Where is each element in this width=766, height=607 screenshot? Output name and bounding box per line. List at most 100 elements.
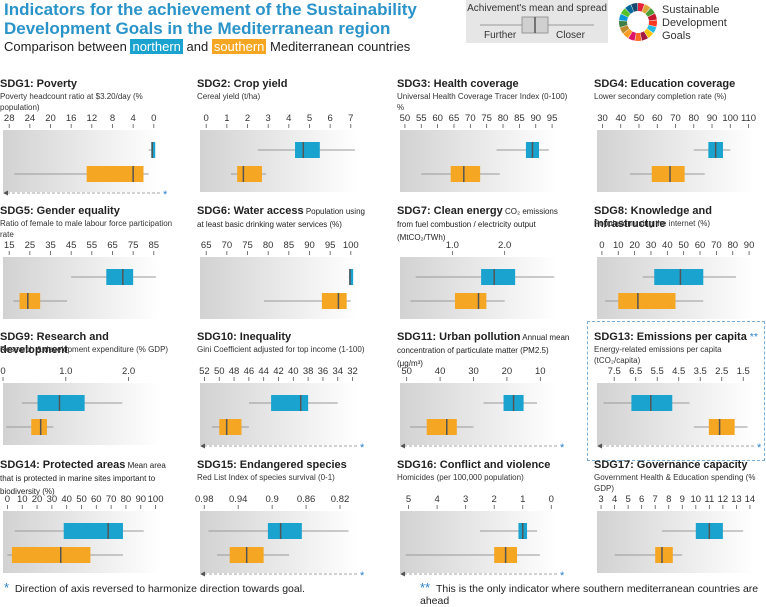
footnote-1-text: Direction of axis reversed to harmonize … [14,583,305,595]
sdg4-panel: SDG4: Education coverage Lower secondary … [594,78,766,209]
sdg3-subtitle: Universal Health Coverage Tracer Index (… [397,92,568,112]
sdg17-tick-label: 4 [612,494,617,505]
sdg1-tick-label: 24 [25,113,36,124]
sdg6-tick-label: 80 [263,240,274,251]
sdg7-northern-box [481,269,516,285]
sdg6-chart: 65 70 75 80 85 90 95 100 [200,240,359,319]
sdg2-title: SDG2: Crop yield [197,78,371,91]
sdg-wheel-segment [628,31,636,41]
sdg1-plot-background [3,130,160,192]
sdg13-tick-label: 7.5 [608,366,621,377]
sdg1-tick-label: 8 [110,113,115,124]
sdg13-title: SDG13: Emissions per capita ** [594,331,766,344]
sdg8-panel: SDG8: Knowledge and infrastructure Popula… [594,205,766,336]
sdg15-panel: SDG15: Endangered species Red List Index … [195,459,371,590]
sdg17-chart: 3 4 5 6 7 8 9 10 11 12 13 14 [597,494,756,573]
footnote-2-text: This is the only indicator where souther… [420,583,759,607]
sdg4-title-text: SDG4: Education coverage [594,78,736,90]
northern-highlight: northern [130,39,183,54]
sdg13-southern-box [708,419,735,435]
sdg11-title-text: SDG11: Urban pollution [397,331,521,343]
footnote-1: * Direction of axis reversed to harmoniz… [4,580,305,595]
sdg8-subtitle: Population using the internet (%) [594,219,711,228]
sdg5-title: SDG5: Gender equality [0,205,174,218]
sdg-wheel-segment [619,25,630,34]
sdg14-tick-label: 80 [121,494,132,505]
sdg6-tick-label: 75 [242,240,253,251]
subtitle-mid: and [182,39,212,54]
sdg8-chart: 0 10 20 30 40 50 60 70 80 90 [597,240,754,319]
sdg14-tick-label: 30 [47,494,58,505]
sdg13-northern-box [631,395,673,411]
sdg8-plot-background [597,257,754,319]
sdg6-northern-box [349,269,354,285]
sdg4-chart: 30 40 50 60 70 80 90 100 110 [597,113,756,192]
sdg16-tick-label: 3 [463,494,468,505]
sdg6-plot-background [200,257,357,319]
sdg17-tick-label: 9 [680,494,685,505]
sdg7-panel: SDG7: Clean energy CO₂ emissions from fu… [397,205,571,336]
sdg-brand-line2: Development [662,17,727,29]
sdg8-title: SDG8: Knowledge and infrastructure [594,205,766,231]
sdg4-tick-label: 100 [722,113,738,124]
sdg17-tick-label: 8 [666,494,671,505]
sdg10-tick-label: 52 [199,366,210,377]
sdg-wheel-segment [619,14,629,21]
sdg14-northern-box [63,523,123,539]
sdg14-subtitle: Mean area that is protected in marine si… [0,461,166,496]
sdg11-subtitle: Annual mean concentration of particulate… [397,333,570,368]
sdg10-southern-box [219,419,242,435]
sdg11-reversed-arrow-icon [400,443,405,449]
sdg9-tick-label: 0 [0,366,5,377]
sdg16-reversed-star: * [560,570,565,582]
sdg16-tick-label: 4 [434,494,439,505]
sdg13-panel: SDG13: Emissions per capita ** Energy-rel… [594,331,766,462]
sdg17-tick-label: 14 [745,494,756,505]
legend-closer: Closer [556,30,585,41]
sdg16-panel: SDG16: Conflict and violence Homicides (p… [397,459,571,590]
sdg14-tick-label: 70 [106,494,117,505]
sdg-wheel-segment [647,13,657,21]
sdg11-panel: SDG11: Urban pollution Annual mean conce… [397,331,571,462]
sdg3-tick-label: 65 [449,113,460,124]
sdg17-panel: SDG17: Governance capacity Government Hea… [594,459,766,590]
sdg6-title-text: SDG6: Water access [197,205,304,217]
sdg9-southern-box [31,419,47,435]
sdg-wheel-icon [619,3,657,42]
footnote-2-star: ** [420,580,431,595]
sdg-wheel-segment [625,4,634,14]
sdg4-southern-box [651,166,685,182]
sdg3-southern-box [450,166,481,182]
sdg14-tick-label: 40 [61,494,72,505]
sdg7-subtitle: CO₂ emissions from fuel combustion / ele… [397,207,558,242]
sdg1-reversed-arrow-icon [3,190,8,196]
sdg5-tick-label: 45 [66,240,77,251]
sdg-wheel-segment [640,31,649,41]
sdg15-tick-label: 0.94 [229,494,248,505]
sdg3-tick-label: 80 [498,113,509,124]
sdg8-tick-label: 80 [727,240,738,251]
sdg2-tick-label: 1 [224,113,229,124]
sdg3-tick-label: 55 [416,113,427,124]
sdg17-southern-box [655,547,673,563]
sdg5-tick-label: 35 [45,240,56,251]
sdg9-tick-label: 2.0 [122,366,135,377]
sdg7-chart: 1.0 2.0 [400,240,557,319]
sdg9-title-text: SDG9: Research and development [0,331,109,356]
sdg17-tick-label: 7 [653,494,658,505]
sdg17-tick-label: 6 [639,494,644,505]
sdg11-reversed-star: * [560,442,565,454]
sdg14-tick-label: 20 [32,494,43,505]
sdg11-tick-label: 30 [468,366,479,377]
sdg13-subtitle: Energy-related emissions per capita (tCO… [594,345,722,365]
sdg15-northern-box [267,523,302,539]
sdg11-southern-box [426,419,457,435]
sdg10-reversed-star: * [360,442,365,454]
sdg2-southern-box [237,166,262,182]
sdg1-tick-label: 12 [87,113,98,124]
sdg9-title: SDG9: Research and development [0,331,174,357]
sdg14-title-text: SDG14: Protected areas [0,459,126,471]
legend-title: Achivement's mean and spread [467,3,607,14]
sdg15-title: SDG15: Endangered species [197,459,371,472]
sdg9-chart: 0 1.0 2.0 [0,366,160,445]
